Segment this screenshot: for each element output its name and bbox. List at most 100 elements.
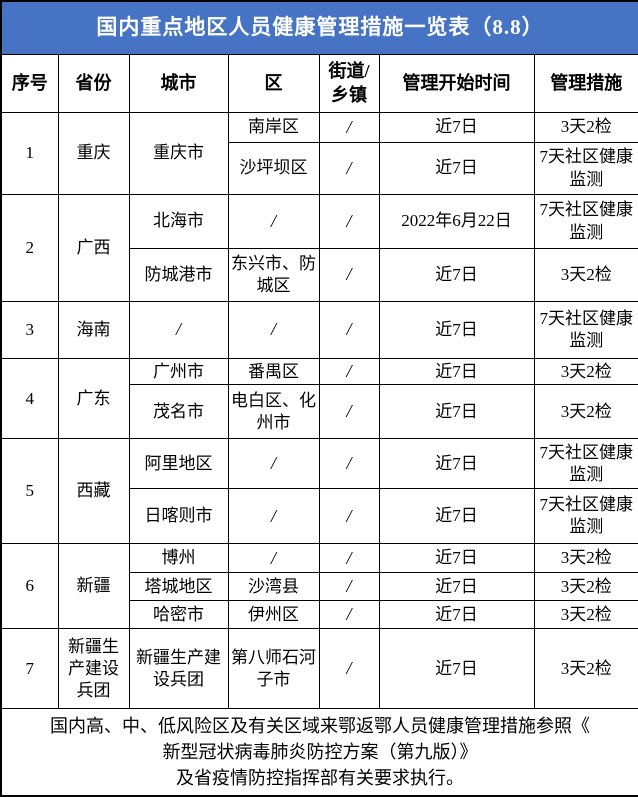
table-cell-measure: 7天社区健康监测 [533,194,638,249]
table-cell-city: 防城港市 [128,248,229,302]
table-cell-start-time: 近7日 [378,543,535,574]
table-cell-start-time: 近7日 [378,488,535,545]
table-cell-street: / [318,194,380,249]
page-title: 国内重点地区人员健康管理措施一览表（8.8） [0,0,638,55]
table-cell-district: / [227,543,320,574]
table-row: 6 新疆 博州 / / 近7日 3天2检 [0,543,638,630]
table-cell-district: 电白区、化州市 [227,384,320,440]
table-cell-district: / [227,301,320,359]
table-cell-street: / [318,543,380,574]
col-header-province: 省份 [57,54,130,113]
footer-note-line: 新型冠状病毒肺炎防控方案（第九版）》 [162,742,478,763]
table-cell-measure: 3天2检 [533,600,638,630]
col-header-district: 区 [227,54,320,113]
table-cell-district: 第八师石河子市 [227,628,320,710]
footer-note: 国内高、中、低风险区及有关区域来鄂返鄂人员健康管理措施参照《 新型冠状病毒肺炎防… [0,708,638,797]
table-cell-city: 博州 [128,543,229,574]
col-header-street: 街道/乡镇 [318,54,380,113]
table-cell-city: 重庆市 [128,112,229,195]
table-cell-street: / [318,438,380,490]
table-cell-street: / [318,628,380,710]
table-cell-seq: 4 [0,357,59,440]
table-cell-district: / [227,438,320,490]
table-cell-seq: 5 [0,438,59,545]
table-cell-measure: 3天2检 [533,248,638,302]
table-cell-street: / [318,301,380,359]
table-cell-province: 新疆 [57,543,130,630]
table-cell-start-time: 近7日 [378,600,535,630]
table-cell-province: 海南 [57,301,130,359]
table-cell-city: 北海市 [128,194,229,249]
table-cell-measure: 3天2检 [533,628,638,710]
table-row: 5 西藏 阿里地区 / / 近7日 7天社区健康监测 [0,438,638,545]
table-cell-district: / [227,488,320,545]
table-cell-start-time: 近7日 [378,438,535,490]
table-row: 4 广东 广州市 番禺区 / 近7日 3天2检 [0,357,638,440]
table-cell-seq: 7 [0,628,59,710]
table-cell-district: 南岸区 [227,112,320,143]
table-cell-start-time: 近7日 [378,248,535,302]
table-cell-district: 东兴市、防城区 [227,248,320,302]
table-cell-city: 塔城地区 [128,572,229,602]
table-cell-province: 广东 [57,357,130,440]
table-row: 2 广西 北海市 / / 2022年6月22日 7天社区健康监测 [0,194,638,302]
table-cell-measure: 3天2检 [533,112,638,143]
table-row: 日喀则市 / / 近7日 7天社区健康监测 [1,488,638,545]
table-cell-province: 新疆生产建设兵团 [57,628,130,710]
table-cell-city: 阿里地区 [128,438,229,490]
table-cell-measure: 7天社区健康监测 [533,301,638,359]
table-cell-city: 茂名市 [128,384,229,440]
footer-row: 国内高、中、低风险区及有关区域来鄂返鄂人员健康管理措施参照《 新型冠状病毒肺炎防… [0,708,638,797]
table-cell-measure: 3天2检 [533,357,638,386]
table-cell-measure: 7天社区健康监测 [533,438,638,490]
table-cell-measure: 3天2检 [533,543,638,574]
table-cell-seq: 6 [0,543,59,630]
col-header-start-time: 管理开始时间 [378,54,535,113]
table-cell-city: 广州市 [128,357,229,386]
table-cell-start-time: 近7日 [378,142,535,195]
table-row: 1 重庆 重庆市 南岸区 / 近7日 3天2检 [0,112,638,195]
table-cell-street: / [318,248,380,302]
table-cell-start-time: 近7日 [378,572,535,602]
table-row: 3 海南 / / / 近7日 7天社区健康监测 [0,301,638,359]
table-cell-measure: 3天2检 [533,384,638,440]
table-cell-seq: 3 [0,301,59,359]
table-row: 防城港市 东兴市、防城区 / 近7日 3天2检 [1,248,638,302]
table-cell-district: 沙湾县 [227,572,320,602]
table-cell-street: / [318,384,380,440]
table-cell-start-time: 近7日 [378,628,535,710]
table-cell-province: 广西 [57,194,130,302]
col-header-seq: 序号 [0,54,59,113]
title-row: 国内重点地区人员健康管理措施一览表（8.8） [0,0,638,55]
table-cell-street: / [318,600,380,630]
table-cell-measure: 7天社区健康监测 [533,142,638,195]
table-cell-start-time: 近7日 [378,384,535,440]
table-cell-city: 日喀则市 [128,488,229,545]
table-row: 沙坪坝区 / 近7日 7天社区健康监测 [1,142,638,195]
table-cell-street: / [318,142,380,195]
table-cell-city: 新疆生产建设兵团 [128,628,229,710]
table-cell-district: / [227,194,320,249]
table-cell-district: 伊州区 [227,600,320,630]
table-row: 7 新疆生产建设兵团 新疆生产建设兵团 第八师石河子市 / 近7日 3天2检 [0,628,638,710]
col-header-measure: 管理措施 [533,54,638,113]
table-cell-street: / [318,112,380,143]
table-cell-province: 重庆 [57,112,130,195]
table-cell-city: 哈密市 [128,600,229,630]
header-row: 序号 省份 城市 区 街道/乡镇 管理开始时间 管理措施 [0,54,638,113]
table-cell-street: / [318,488,380,545]
table-cell-street: / [318,357,380,386]
table-row: 茂名市 电白区、化州市 / 近7日 3天2检 [1,384,638,440]
footer-note-line: 及省疫情防控指挥部有关要求执行。 [176,768,464,789]
table-cell-city: / [128,301,229,359]
table-cell-district: 沙坪坝区 [227,142,320,195]
col-header-city: 城市 [128,54,229,113]
table-cell-province: 西藏 [57,438,130,545]
table-cell-street: / [318,572,380,602]
table-cell-start-time: 近7日 [378,112,535,143]
table-cell-start-time: 近7日 [378,357,535,386]
table-cell-start-time: 2022年6月22日 [378,194,535,249]
table-cell-district: 番禺区 [227,357,320,386]
